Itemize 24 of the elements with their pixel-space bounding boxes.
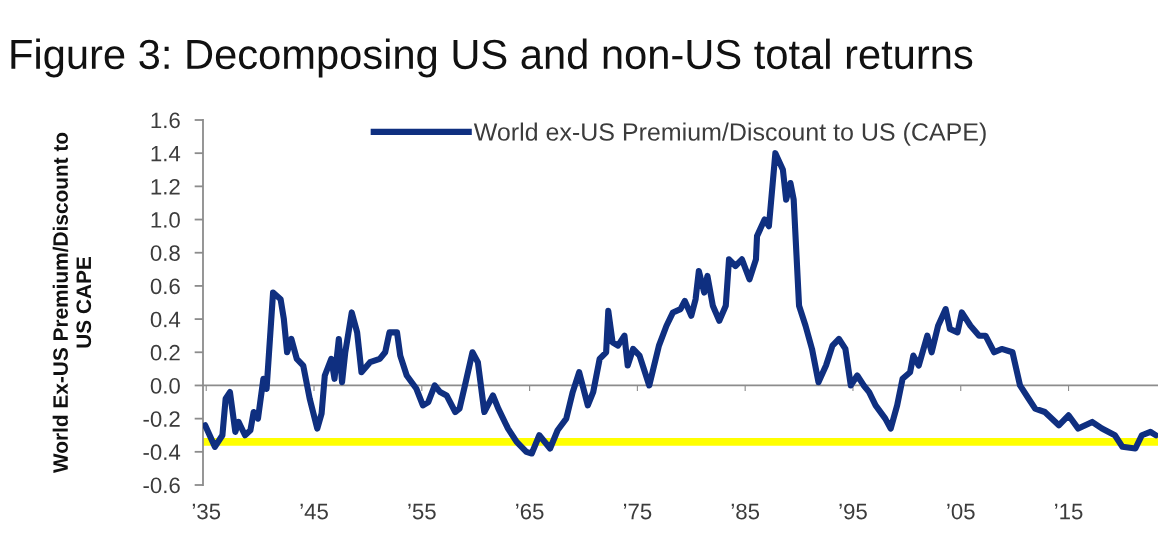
y-tick-label: 0.0 bbox=[150, 377, 180, 394]
x-tick-label: ’15 bbox=[1055, 503, 1083, 520]
x-tick-label: ’95 bbox=[839, 503, 867, 520]
y-tick-label: 0.8 bbox=[150, 245, 180, 261]
y-tick-label: 0.6 bbox=[150, 278, 180, 295]
x-tick-label: ’85 bbox=[731, 503, 760, 520]
y-tick-label: -0.2 bbox=[143, 411, 180, 427]
y-tick-label: 1.0 bbox=[151, 212, 180, 228]
x-tick-label: ’65 bbox=[516, 503, 544, 520]
x-tick-label: ’05 bbox=[947, 503, 975, 520]
legend-label: World ex-US Premium/Discount to US (CAPE) bbox=[473, 122, 986, 146]
y-tick-label: 1.6 bbox=[151, 112, 180, 129]
y-tick-label: 0.2 bbox=[150, 344, 180, 361]
y-tick-label: 1.2 bbox=[151, 178, 180, 195]
y-axis-title: World Ex-US Premium/Discount to US CAPE bbox=[52, 132, 92, 474]
x-tick-label: ’55 bbox=[408, 503, 436, 520]
chart-title: Figure 3: Decomposing US and non-US total returns bbox=[11, 38, 973, 78]
x-tick-label: ’35 bbox=[192, 503, 221, 520]
x-tick-label: ’75 bbox=[623, 503, 652, 520]
y-tick-label: -0.4 bbox=[143, 444, 181, 461]
x-tick-label: ’45 bbox=[300, 503, 328, 520]
y-tick-label: 0.4 bbox=[150, 311, 181, 328]
y-tick-label: 1.4 bbox=[151, 145, 181, 162]
y-tick-label: -0.6 bbox=[143, 477, 180, 494]
